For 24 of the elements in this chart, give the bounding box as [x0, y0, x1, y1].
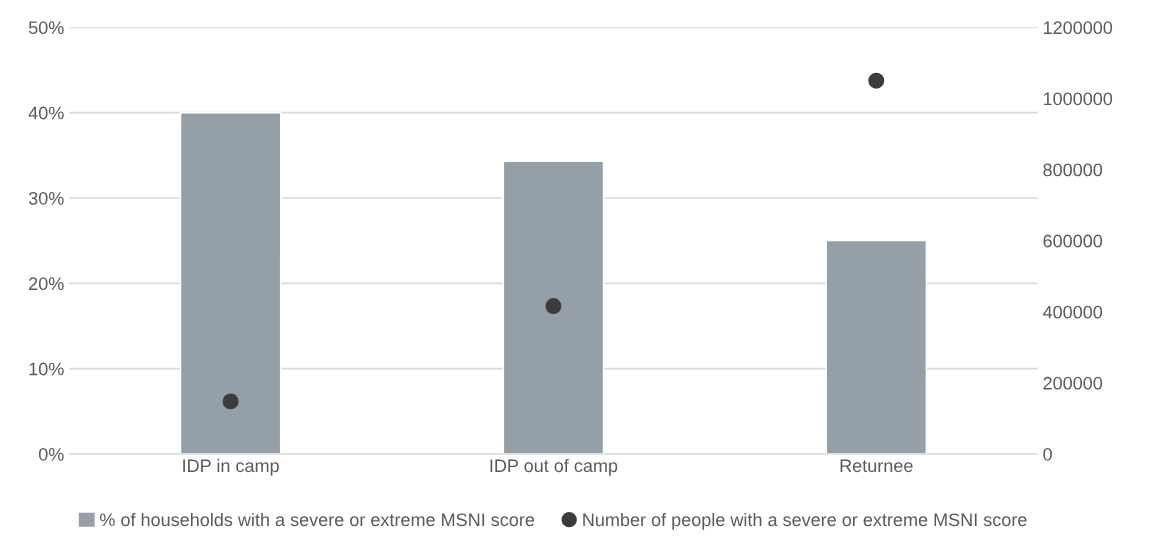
y-tick-label: 40% [28, 106, 64, 120]
x-tick-label: IDP in camp [183, 458, 279, 476]
point [545, 298, 562, 315]
x-tick-label: Returnee [840, 459, 913, 473]
y-tick-label: 50% [28, 21, 64, 35]
y2-tick-label: 1000000 [1043, 92, 1113, 106]
legend-label: % of households with a severe or extreme MSNI score [100, 512, 535, 527]
y2-tick-label: 1200000 [1043, 21, 1113, 35]
y-tick-label: 10% [29, 362, 64, 376]
y-tick-label: 20% [29, 277, 64, 291]
y2-tick-label: 0 [1043, 447, 1052, 461]
bar [825, 239, 928, 455]
y2-tick-label: 400000 [1042, 305, 1103, 319]
bar [179, 111, 282, 455]
legend-label: Number of people with a severe or extreme MSNI score [583, 512, 1027, 530]
x-tick-label: IDP out of camp [490, 458, 618, 476]
y2-tick-label: 800000 [1043, 163, 1103, 177]
y2-tick-label: 600000 [1043, 234, 1103, 248]
point [868, 72, 885, 89]
y2-tick-label: 200000 [1043, 376, 1103, 390]
y-tick-label: 30% [28, 191, 64, 205]
y-tick-label: 0% [38, 447, 64, 461]
bar [502, 160, 605, 455]
point [222, 393, 239, 410]
